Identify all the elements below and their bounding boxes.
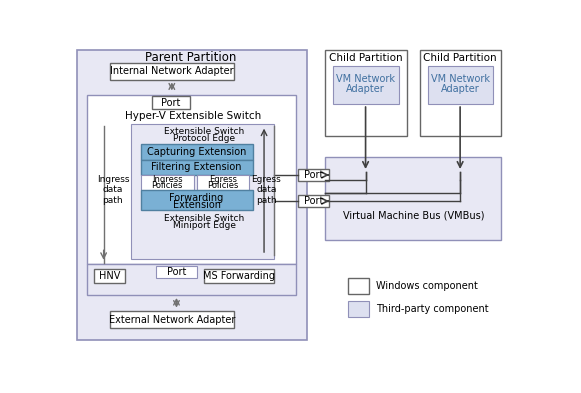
Bar bbox=[420, 50, 501, 136]
Text: Extensible Switch: Extensible Switch bbox=[164, 214, 245, 222]
Bar bbox=[156, 266, 196, 278]
Text: Parent Partition: Parent Partition bbox=[145, 51, 236, 64]
Text: Child Partition: Child Partition bbox=[329, 53, 403, 63]
Text: HNV: HNV bbox=[99, 271, 120, 281]
Bar bbox=[298, 195, 329, 208]
Text: VM Network: VM Network bbox=[336, 75, 395, 84]
Bar bbox=[77, 50, 307, 340]
Text: Egress
data
path: Egress data path bbox=[252, 175, 281, 204]
Bar bbox=[87, 264, 296, 295]
Text: Port: Port bbox=[162, 97, 181, 108]
Text: Miniport Edge: Miniport Edge bbox=[173, 220, 236, 230]
Bar bbox=[87, 95, 296, 264]
Text: Port: Port bbox=[304, 196, 324, 206]
Bar bbox=[325, 156, 501, 240]
Bar bbox=[141, 175, 193, 190]
Bar bbox=[196, 175, 249, 190]
Bar bbox=[110, 62, 234, 79]
Text: External Network Adapter: External Network Adapter bbox=[109, 315, 235, 325]
Bar bbox=[348, 278, 370, 294]
Text: VM Network: VM Network bbox=[431, 75, 490, 84]
Bar bbox=[141, 144, 253, 160]
Bar bbox=[94, 269, 125, 283]
Text: Third-party component: Third-party component bbox=[376, 304, 489, 314]
Text: Policies: Policies bbox=[152, 181, 183, 190]
Text: Ingress
data
path: Ingress data path bbox=[96, 175, 129, 204]
Text: Filtering Extension: Filtering Extension bbox=[152, 162, 242, 172]
Bar bbox=[333, 66, 399, 104]
Text: Forwarding: Forwarding bbox=[170, 193, 224, 203]
Text: Port: Port bbox=[167, 267, 186, 277]
Bar bbox=[141, 160, 253, 175]
Text: Child Partition: Child Partition bbox=[424, 53, 497, 63]
Text: Virtual Machine Bus (VMBus): Virtual Machine Bus (VMBus) bbox=[343, 210, 485, 220]
Bar bbox=[141, 190, 253, 210]
Text: Adapter: Adapter bbox=[346, 84, 385, 94]
Text: Capturing Extension: Capturing Extension bbox=[147, 147, 246, 157]
Bar bbox=[298, 169, 329, 181]
Bar bbox=[110, 311, 234, 328]
Bar bbox=[131, 124, 274, 259]
Bar bbox=[428, 66, 493, 104]
Text: Ingress: Ingress bbox=[152, 175, 182, 184]
Text: MS Forwarding: MS Forwarding bbox=[203, 271, 275, 281]
Text: Adapter: Adapter bbox=[441, 84, 479, 94]
Text: Extension: Extension bbox=[173, 200, 221, 210]
Text: Hyper-V Extensible Switch: Hyper-V Extensible Switch bbox=[125, 112, 261, 121]
Bar bbox=[152, 96, 191, 109]
Bar bbox=[348, 301, 370, 317]
Text: Protocol Edge: Protocol Edge bbox=[173, 134, 235, 143]
Text: Internal Network Adapter: Internal Network Adapter bbox=[110, 66, 234, 76]
Text: Port: Port bbox=[304, 170, 324, 180]
Bar bbox=[325, 50, 407, 136]
Bar bbox=[205, 269, 274, 283]
Text: Extensible Switch: Extensible Switch bbox=[164, 127, 245, 136]
Text: Windows component: Windows component bbox=[376, 281, 478, 291]
Text: Policies: Policies bbox=[207, 181, 239, 190]
Text: Egress: Egress bbox=[209, 175, 237, 184]
